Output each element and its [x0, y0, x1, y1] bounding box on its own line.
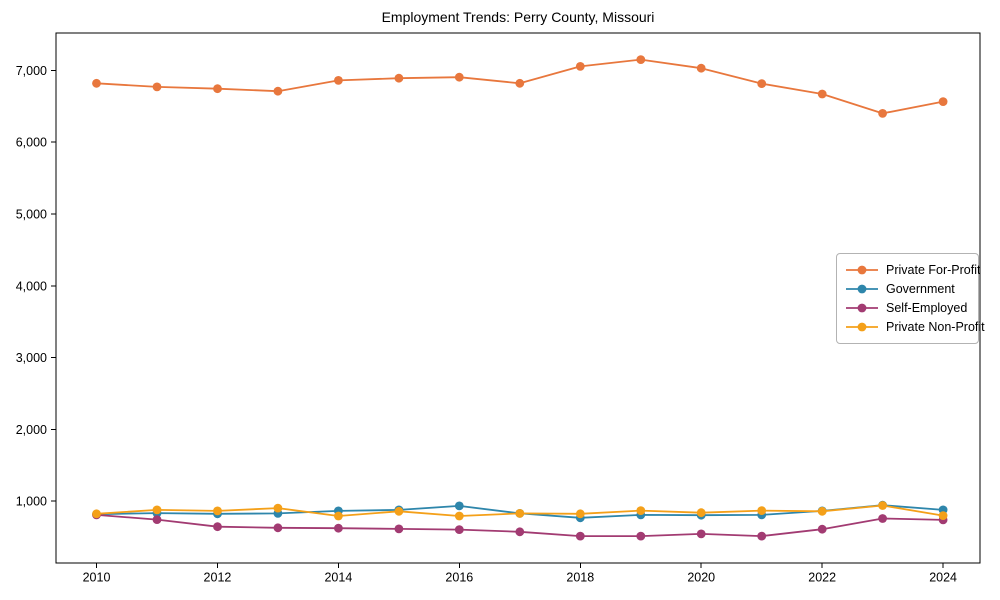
data-point-self-employed-2016 [454, 525, 464, 534]
y-tick-label: 3,000 [16, 351, 47, 365]
data-point-private-for-profit-2010 [92, 78, 101, 88]
data-point-self-employed-2013 [273, 523, 283, 533]
chart-title: Employment Trends: Perry County, Missour… [381, 9, 655, 25]
data-point-private-for-profit-2014 [334, 76, 343, 85]
data-point-self-employed-2022 [817, 524, 827, 534]
x-tick-label: 2022 [808, 571, 836, 585]
data-point-self-employed-2012 [213, 522, 222, 532]
data-point-self-employed-2017 [515, 527, 525, 537]
data-point-private-non-profit-2020 [696, 508, 706, 518]
data-point-self-employed-2023 [878, 514, 887, 523]
x-tick-label: 2020 [687, 571, 715, 585]
data-point-private-for-profit-2024 [938, 97, 948, 106]
data-point-private-for-profit-2012 [213, 84, 222, 94]
y-tick-label: 1,000 [16, 495, 47, 509]
x-tick-label: 2018 [566, 571, 594, 585]
data-point-private-non-profit-2021 [757, 506, 767, 515]
data-point-self-employed-2021 [757, 531, 767, 541]
data-point-private-for-profit-2018 [575, 62, 585, 71]
y-tick-label: 7,000 [16, 64, 47, 78]
legend-label: Private For-Profit [886, 262, 981, 277]
data-point-self-employed-2014 [334, 523, 343, 533]
data-point-private-for-profit-2011 [152, 82, 162, 92]
y-tick-label: 5,000 [16, 207, 47, 221]
data-point-private-non-profit-2018 [575, 509, 585, 519]
legend-line-marker-icon [845, 283, 879, 295]
data-point-private-non-profit-2017 [515, 509, 525, 518]
x-tick-label: 2016 [445, 571, 473, 585]
data-point-private-non-profit-2022 [817, 506, 827, 516]
legend-line-marker-icon [845, 321, 879, 333]
data-point-private-non-profit-2011 [152, 505, 162, 515]
legend-label: Self-Employed [886, 301, 968, 316]
data-point-private-non-profit-2019 [636, 506, 646, 515]
legend-label: Government [886, 281, 955, 296]
y-tick-label: 2,000 [16, 423, 47, 437]
data-point-self-employed-2015 [394, 524, 404, 534]
y-tick-label: 6,000 [16, 136, 47, 150]
data-point-self-employed-2020 [696, 529, 706, 539]
data-point-private-non-profit-2013 [273, 503, 283, 513]
data-point-private-non-profit-2023 [878, 501, 887, 510]
legend: Private For-Profit Government Self-Employe… [836, 253, 985, 344]
legend-line-marker-icon [845, 302, 879, 314]
plot-border [55, 32, 981, 564]
legend-item-self-employed: Self-Employed [845, 299, 970, 318]
data-point-self-employed-2011 [152, 515, 162, 524]
data-point-government-2016 [454, 501, 464, 511]
legend-line-marker-icon [845, 264, 879, 276]
data-point-private-non-profit-2016 [454, 511, 464, 521]
x-tick-label: 2014 [324, 571, 352, 585]
data-point-self-employed-2019 [636, 531, 646, 541]
data-point-private-for-profit-2023 [878, 109, 887, 118]
data-point-private-for-profit-2019 [636, 55, 646, 64]
legend-item-government: Government [845, 279, 970, 298]
data-point-private-non-profit-2014 [334, 511, 343, 521]
x-tick-label: 2024 [929, 571, 957, 585]
data-point-private-for-profit-2015 [394, 73, 404, 83]
data-point-private-for-profit-2017 [515, 78, 525, 88]
data-point-private-for-profit-2016 [454, 72, 464, 82]
data-point-self-employed-2018 [575, 531, 585, 541]
data-point-private-for-profit-2013 [273, 86, 283, 96]
y-tick-label: 4,000 [16, 279, 47, 293]
x-tick-label: 2012 [204, 571, 232, 585]
x-tick-label: 2010 [83, 571, 111, 585]
data-point-private-for-profit-2021 [757, 79, 767, 88]
data-point-private-for-profit-2022 [817, 89, 827, 99]
data-point-private-non-profit-2024 [938, 511, 948, 520]
data-point-private-non-profit-2010 [92, 509, 101, 519]
data-point-private-non-profit-2012 [213, 506, 222, 516]
legend-item-private-for-profit: Private For-Profit [845, 260, 980, 279]
legend-label: Private Non-Profit [886, 320, 985, 335]
series-markers-private-for-profit [92, 55, 948, 118]
series-markers-private-non-profit [92, 501, 948, 521]
legend-item-private-non-profit: Private Non-Profit [845, 318, 985, 337]
data-point-private-for-profit-2020 [696, 63, 706, 73]
data-point-private-non-profit-2015 [394, 506, 404, 516]
